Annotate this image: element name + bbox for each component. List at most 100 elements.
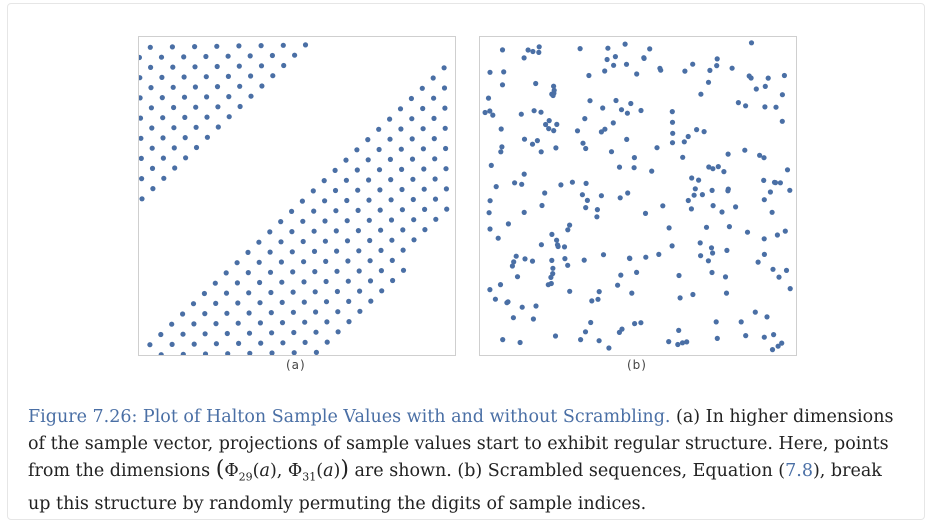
sample-point <box>203 74 209 80</box>
sample-point <box>355 187 361 193</box>
sample-point <box>193 124 199 130</box>
sample-point <box>344 238 351 244</box>
equation-link[interactable]: 7.8 <box>785 461 813 481</box>
sample-point <box>343 157 349 163</box>
sample-point <box>698 253 704 259</box>
sample-point <box>583 205 589 211</box>
sample-point <box>776 274 782 280</box>
sample-point <box>226 94 232 100</box>
sample-point <box>604 56 610 63</box>
sample-point <box>574 128 581 134</box>
sample-point <box>550 265 556 271</box>
sample-point <box>490 112 496 118</box>
sample-point <box>521 171 527 177</box>
sample-point <box>389 237 395 243</box>
sample-point <box>411 217 417 223</box>
sample-point <box>669 109 675 115</box>
sample-point <box>565 227 571 233</box>
sample-point <box>192 44 198 50</box>
sample-point <box>497 282 504 288</box>
sample-point <box>676 327 682 333</box>
sample-point <box>543 121 549 128</box>
sample-point <box>192 64 198 70</box>
sample-point <box>182 135 188 141</box>
sample-point <box>482 109 488 116</box>
sample-point <box>247 350 253 355</box>
panel-a-label: (a) <box>286 358 306 372</box>
sample-point <box>291 350 297 355</box>
sample-point <box>764 314 770 320</box>
sample-point <box>641 55 647 61</box>
sample-point <box>530 48 536 55</box>
scatter-plot-unscrambled <box>139 42 450 355</box>
sample-point <box>171 104 177 111</box>
sample-point <box>694 127 700 133</box>
sample-point <box>569 179 575 185</box>
sample-point <box>582 329 589 335</box>
sample-point <box>488 162 494 168</box>
sample-point <box>442 125 448 131</box>
sample-point <box>335 329 341 335</box>
sample-point <box>550 92 556 99</box>
sample-point <box>713 319 719 325</box>
sample-point <box>289 249 295 255</box>
sample-point <box>441 85 448 91</box>
sample-point <box>214 84 221 90</box>
sample-point <box>312 289 318 295</box>
sample-point <box>269 52 275 59</box>
sample-point <box>697 240 703 246</box>
sample-point <box>625 190 631 196</box>
sample-point <box>618 272 624 278</box>
sample-point <box>561 244 568 250</box>
sample-point <box>278 259 284 265</box>
sample-point <box>280 42 286 48</box>
sample-point <box>302 339 308 345</box>
sample-point <box>259 83 265 89</box>
sample-point <box>245 249 251 255</box>
sample-point <box>519 181 525 187</box>
sample-point <box>279 299 285 305</box>
sample-point <box>634 269 640 275</box>
sample-point <box>378 227 384 233</box>
sample-point <box>771 332 777 338</box>
sample-point <box>521 55 527 61</box>
sample-point <box>432 156 438 162</box>
sample-point <box>323 258 329 264</box>
sample-point <box>354 147 360 153</box>
sample-point <box>779 118 785 124</box>
sample-point <box>278 239 284 245</box>
sample-point <box>584 197 590 203</box>
sample-point <box>311 208 317 214</box>
sample-point <box>343 177 349 183</box>
sample-point <box>767 189 773 195</box>
sample-point <box>387 116 393 122</box>
sample-point <box>500 337 506 343</box>
sample-point <box>279 279 285 285</box>
sample-point <box>538 149 544 155</box>
sample-point <box>224 310 230 316</box>
sample-point <box>390 277 396 284</box>
sample-point <box>224 330 230 337</box>
sample-point <box>410 176 416 182</box>
sample-point <box>344 218 350 224</box>
sample-point <box>139 75 143 81</box>
sample-point <box>170 64 176 70</box>
sample-point <box>709 187 715 193</box>
sample-point <box>558 182 564 188</box>
sample-point <box>545 282 551 288</box>
sample-point <box>258 340 264 346</box>
sample-point <box>378 247 384 253</box>
sample-point <box>487 287 493 293</box>
sample-point <box>345 258 351 264</box>
sample-point <box>583 180 589 186</box>
sample-point <box>202 311 208 317</box>
sample-point <box>551 83 557 89</box>
sample-point <box>322 198 328 204</box>
sample-point <box>171 145 177 151</box>
sample-point <box>411 237 417 243</box>
sample-point <box>784 167 791 173</box>
sample-point <box>388 217 395 223</box>
sample-point <box>376 167 383 173</box>
plot-panel-b <box>479 36 797 356</box>
sample-point <box>237 83 243 89</box>
